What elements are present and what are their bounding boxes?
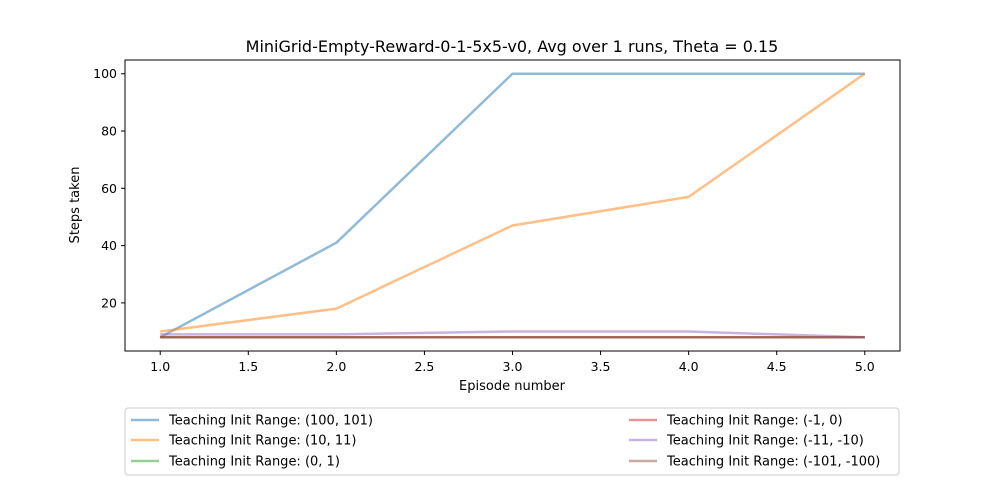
legend-entry: Teaching Init Range: (-101, -100) [629, 455, 880, 470]
legend-label: Teaching Init Range: (-11, -10) [666, 434, 864, 449]
x-tick-label: 1.0 [150, 359, 170, 374]
legend-label: Teaching Init Range: (-1, 0) [666, 414, 843, 429]
y-tick-label: 100 [93, 66, 117, 81]
y-tick-label: 60 [101, 181, 117, 196]
x-tick-label: 4.5 [767, 359, 787, 374]
series-layer [159, 72, 866, 339]
x-tick-label: 3.5 [591, 359, 611, 374]
x-tick-label: 5.0 [855, 359, 875, 374]
x-tick-label: 2.0 [326, 359, 346, 374]
legend-label: Teaching Init Range: (10, 11) [168, 434, 356, 449]
legend-label: Teaching Init Range: (0, 1) [168, 455, 340, 470]
series-line-4 [160, 330, 865, 339]
x-axis: 1.0 1.5 2.0 2.5 3.0 3.5 4.0 4.5 5.0 [150, 351, 875, 374]
y-axis-label: Steps taken [68, 167, 83, 244]
y-tick-label: 80 [101, 124, 117, 139]
chart-title: MiniGrid-Empty-Reward-0-1-5x5-v0, Avg ov… [246, 37, 779, 56]
x-tick-label: 4.0 [679, 359, 699, 374]
legend-entry: Teaching Init Range: (100, 101) [131, 414, 373, 429]
legend-entry: Teaching Init Range: (-11, -10) [629, 434, 864, 449]
x-axis-label: Episode number [459, 379, 566, 394]
x-tick-label: 2.5 [414, 359, 434, 374]
plot-area-frame [124, 59, 901, 352]
legend: Teaching Init Range: (100, 101) Teaching … [124, 407, 900, 476]
y-tick-label: 20 [101, 295, 117, 310]
series-line-0 [159, 72, 865, 339]
series-line-1 [160, 72, 866, 333]
legend-entry: Teaching Init Range: (-1, 0) [629, 414, 843, 429]
y-axis: 20 40 60 80 100 [93, 66, 125, 310]
x-tick-label: 1.5 [238, 359, 258, 374]
legend-items: Teaching Init Range: (100, 101) Teaching … [131, 414, 880, 470]
x-tick-label: 3.0 [503, 359, 523, 374]
legend-label: Teaching Init Range: (-101, -100) [666, 455, 880, 470]
legend-entry: Teaching Init Range: (10, 11) [131, 434, 356, 449]
legend-box [124, 407, 900, 476]
y-tick-label: 40 [101, 238, 117, 253]
legend-label: Teaching Init Range: (100, 101) [168, 414, 373, 429]
legend-entry: Teaching Init Range: (0, 1) [131, 455, 340, 470]
